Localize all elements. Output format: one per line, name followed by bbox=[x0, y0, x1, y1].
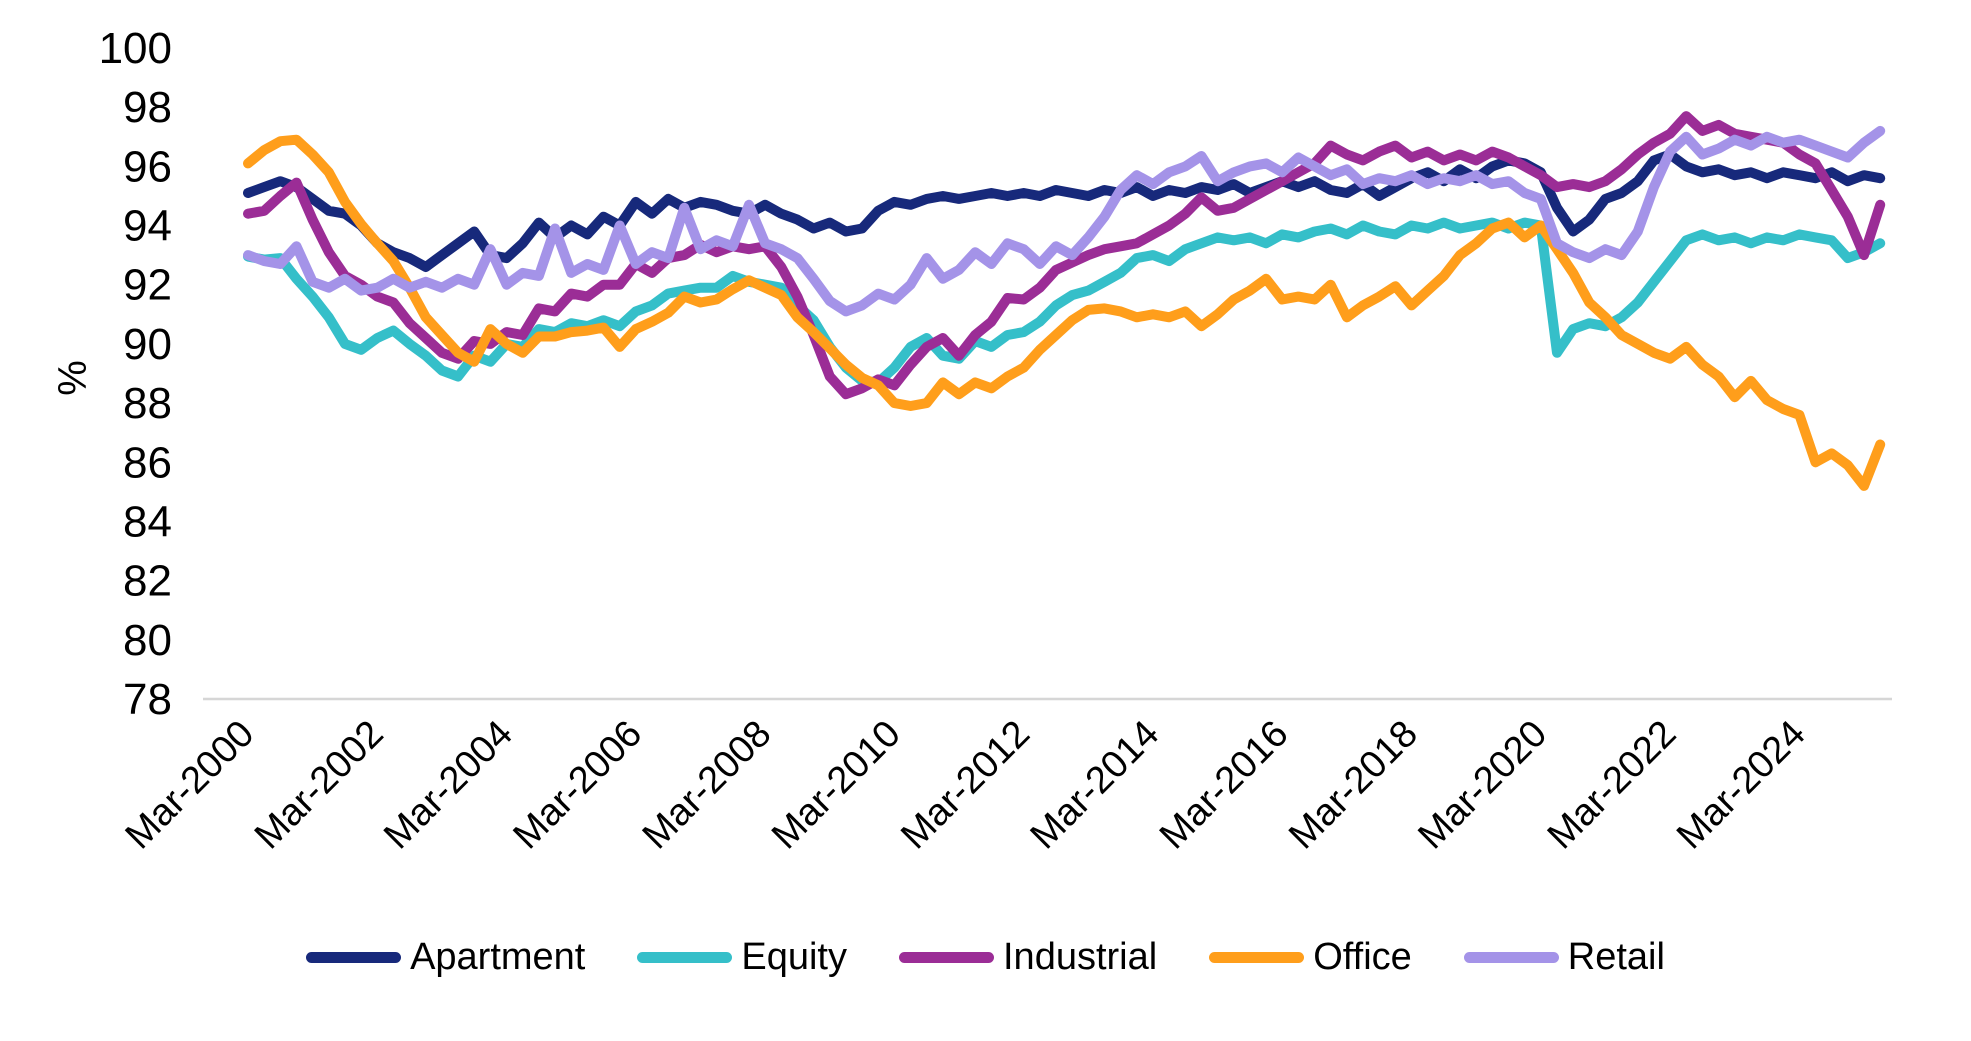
y-axis-tick-label: 86 bbox=[123, 438, 172, 487]
x-axis-tick-label: Mar-2010 bbox=[764, 713, 909, 858]
x-axis-tick-label: Mar-2004 bbox=[376, 713, 521, 858]
x-axis-tick-label: Mar-2014 bbox=[1023, 713, 1168, 858]
y-axis-tick-label: 88 bbox=[123, 379, 172, 428]
legend-swatch-equity bbox=[637, 951, 733, 963]
series-line-industrial bbox=[243, 111, 1886, 400]
legend-item-retail[interactable]: Retail bbox=[1463, 936, 1665, 978]
x-axis-tick-label: Mar-2018 bbox=[1281, 713, 1426, 858]
legend-label-apartment: Apartment bbox=[410, 936, 586, 978]
x-axis-tick-label: Mar-2008 bbox=[635, 713, 780, 858]
legend-label-industrial: Industrial bbox=[1003, 936, 1158, 978]
y-axis-tick-label: 78 bbox=[123, 675, 172, 724]
y-axis-tick-label: 94 bbox=[123, 202, 172, 251]
y-axis-tick-label: 80 bbox=[123, 616, 172, 665]
x-axis-tick-label: Mar-2024 bbox=[1669, 713, 1814, 858]
legend-item-office[interactable]: Office bbox=[1209, 938, 1412, 976]
series-line-office bbox=[243, 134, 1886, 491]
legend-item-apartment[interactable]: Apartment bbox=[306, 938, 585, 976]
y-axis-tick-label: 90 bbox=[123, 320, 172, 369]
legend-item-equity[interactable]: Equity bbox=[637, 938, 847, 976]
y-axis-tick-label: 98 bbox=[123, 83, 172, 132]
y-axis-tick-label: 84 bbox=[123, 497, 172, 546]
legend-swatch-office bbox=[1209, 951, 1305, 963]
chart-legend: Apartment Equity Industrial Office Retai… bbox=[0, 938, 1971, 976]
x-axis-tick-label: Mar-2006 bbox=[506, 713, 651, 858]
x-axis-tick-label: Mar-2020 bbox=[1410, 713, 1555, 858]
y-axis-title: % bbox=[51, 360, 95, 396]
legend-swatch-apartment bbox=[306, 951, 402, 963]
legend-label-retail: Retail bbox=[1567, 936, 1665, 978]
x-axis-tick-label: Mar-2000 bbox=[118, 713, 263, 858]
legend-item-industrial[interactable]: Industrial bbox=[899, 938, 1157, 976]
y-axis-tick-label: 96 bbox=[123, 142, 172, 191]
y-axis-tick-label: 92 bbox=[123, 261, 172, 310]
legend-swatch-industrial bbox=[899, 951, 994, 963]
series-line-retail bbox=[243, 125, 1886, 317]
y-axis-tick-label: 82 bbox=[123, 557, 172, 606]
legend-label-equity: Equity bbox=[741, 936, 847, 978]
legend-label-office: Office bbox=[1313, 936, 1412, 978]
x-axis-tick-label: Mar-2022 bbox=[1540, 713, 1685, 858]
x-axis-tick-label: Mar-2016 bbox=[1152, 713, 1297, 858]
legend-swatch-retail bbox=[1463, 951, 1559, 963]
x-axis-tick-label: Mar-2012 bbox=[893, 713, 1038, 858]
x-axis-tick-label: Mar-2002 bbox=[247, 713, 392, 858]
series-line-apartment bbox=[243, 149, 1886, 272]
y-axis-tick-label: 100 bbox=[99, 24, 172, 73]
